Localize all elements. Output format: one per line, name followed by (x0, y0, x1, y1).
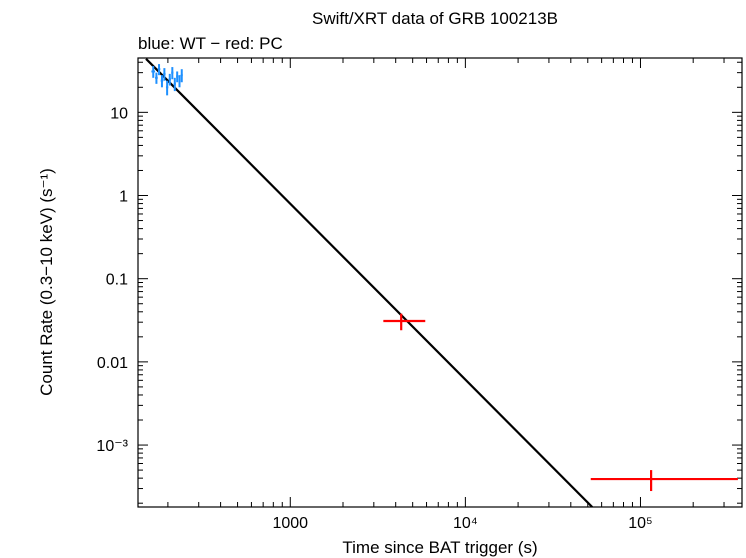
y-tick-label: 0.01 (97, 355, 128, 372)
wt-data-point (180, 69, 183, 83)
y-tick-label: 10 (110, 105, 128, 122)
wt-data-point (178, 75, 181, 88)
chart-subtitle: blue: WT − red: PC (138, 34, 283, 53)
wt-data-point (155, 72, 158, 84)
x-axis-label: Time since BAT trigger (s) (342, 538, 537, 557)
wt-data-point (173, 77, 176, 92)
x-axis-ticks: 1000 10⁴ 10⁵ (167, 58, 725, 532)
chart-title: Swift/XRT data of GRB 100213B (312, 9, 558, 28)
wt-data-point (160, 75, 164, 88)
y-tick-label: 10⁻³ (96, 438, 128, 455)
pc-data-point (383, 313, 426, 331)
x-tick-label: 10⁴ (453, 515, 478, 532)
wt-data-point (163, 68, 166, 81)
wt-data-point (171, 67, 174, 80)
model-fit-line (145, 58, 593, 507)
y-axis-label: Count Rate (0.3−10 keV) (s⁻¹) (37, 168, 56, 396)
wt-data-point (165, 80, 169, 96)
plot-frame (137, 57, 743, 508)
y-tick-label: 0.1 (106, 272, 128, 289)
y-tick-label: 1 (119, 189, 128, 206)
wt-data-point (176, 71, 179, 83)
wt-data-point (157, 64, 161, 76)
y-axis-ticks: 10 1 0.1 0.01 10⁻³ (96, 61, 742, 504)
x-tick-label: 1000 (272, 515, 308, 532)
wt-data-point (168, 73, 171, 86)
pc-data-point (590, 470, 738, 492)
data-layer (145, 58, 738, 507)
x-tick-label: 10⁵ (628, 515, 652, 532)
wt-data-point (151, 66, 156, 78)
